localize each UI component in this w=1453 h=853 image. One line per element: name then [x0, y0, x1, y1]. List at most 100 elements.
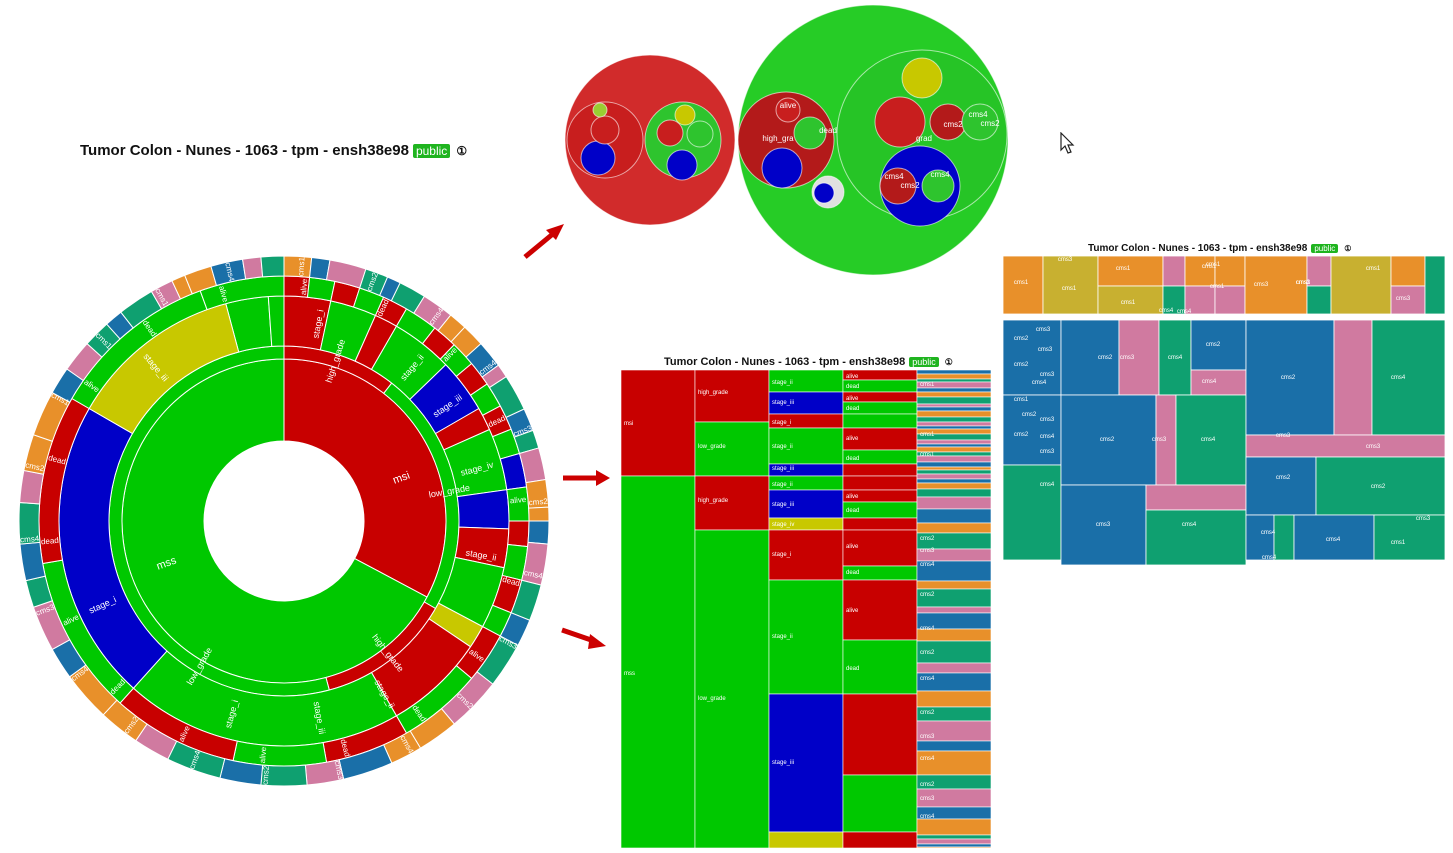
tm-m-8[interactable] — [1060, 394, 1157, 486]
tm-top-1[interactable] — [1042, 256, 1099, 315]
tm-top-0[interactable] — [1003, 256, 1044, 315]
bubble-mss-b5[interactable] — [961, 103, 999, 141]
icicle-l5-28[interactable] — [916, 508, 992, 524]
icicle-l5-27[interactable] — [916, 496, 992, 510]
icicle-l5-41[interactable] — [916, 690, 992, 708]
bubble-msi-a1[interactable] — [580, 140, 616, 176]
tm-m-16[interactable] — [1371, 319, 1445, 436]
tm-m-7[interactable] — [1190, 369, 1247, 396]
tm-top-7[interactable] — [1184, 285, 1216, 315]
tm-m-0[interactable] — [1003, 319, 1062, 396]
icicle-l3-10[interactable] — [768, 693, 844, 833]
icicle-l3-9[interactable] — [768, 579, 844, 695]
tm-m-2[interactable] — [1003, 464, 1062, 561]
bubble-mss-a1[interactable] — [761, 147, 803, 189]
sunburst-cms-17[interactable] — [527, 520, 550, 545]
icicle-l5-20[interactable] — [916, 461, 992, 468]
tm-top-2[interactable] — [1097, 256, 1164, 287]
icicle-chart[interactable]: msi mss high_grade low_grade high_grade low_g… — [621, 370, 993, 850]
icicle-l5-5[interactable] — [916, 391, 992, 398]
icicle-mss-low[interactable] — [694, 529, 770, 849]
tm-m-23[interactable] — [1373, 514, 1445, 561]
icicle-l5-35[interactable] — [916, 606, 992, 614]
sunburst-chart[interactable]: msimsshigh_gradelow_gradehigh_gradelow_g… — [14, 252, 554, 797]
icicle-l3-6[interactable] — [768, 489, 844, 519]
icicle-l4-7[interactable] — [842, 463, 918, 477]
tm-top-16[interactable] — [1424, 256, 1445, 315]
icicle-msi-low[interactable] — [694, 421, 770, 477]
icicle-mss-high[interactable] — [694, 475, 770, 531]
tm-top-12[interactable] — [1306, 285, 1332, 315]
icicle-l4-11[interactable] — [842, 517, 918, 531]
bubble-msi-b3[interactable] — [656, 119, 684, 147]
sunburst-cms-51[interactable] — [260, 255, 285, 278]
icicle-l5-50[interactable] — [916, 834, 992, 840]
tm-m-19[interactable] — [1315, 456, 1445, 516]
tm-m-12[interactable] — [1145, 484, 1247, 511]
icicle-l5-8[interactable] — [916, 406, 992, 412]
icicle-l5-4[interactable] — [916, 387, 992, 393]
tm-top-4[interactable] — [1162, 256, 1186, 287]
icicle-l5-6[interactable] — [916, 396, 992, 405]
tm-top-6[interactable] — [1184, 256, 1216, 287]
icicle-msi-high[interactable] — [694, 370, 770, 423]
icicle-l5-24[interactable] — [916, 478, 992, 484]
bubble-msi-b4[interactable] — [686, 120, 714, 148]
icicle-l3-11[interactable] — [768, 831, 844, 849]
icicle-l4-4[interactable] — [842, 413, 918, 429]
bubble-mss-a2[interactable] — [775, 97, 801, 123]
info-icon[interactable]: ① — [456, 144, 468, 158]
icicle-l5-9[interactable] — [916, 410, 992, 418]
icicle-info-icon[interactable]: ① — [944, 357, 953, 367]
tm-m-11[interactable] — [1060, 484, 1147, 566]
tm-top-14[interactable] — [1390, 256, 1426, 287]
tm-m-3[interactable] — [1060, 319, 1120, 396]
bubble-mss-c1[interactable] — [813, 182, 835, 204]
circle-pack-chart[interactable]: high_graalivedeadcms4cms2cms4cms2cms4cms… — [560, 0, 1020, 285]
icicle-l4-18[interactable] — [842, 831, 918, 849]
tm-m-4[interactable] — [1118, 319, 1160, 396]
icicle-l5-23[interactable] — [916, 473, 992, 480]
icicle-l3-8[interactable] — [768, 529, 844, 581]
icicle-l5-51[interactable] — [916, 838, 992, 845]
icicle-l5-21[interactable] — [916, 466, 992, 471]
tm-m-6[interactable] — [1190, 319, 1247, 371]
icicle-l5-1[interactable] — [916, 373, 992, 380]
tm-m-13[interactable] — [1145, 509, 1247, 566]
sunburst-outcome-14[interactable] — [507, 520, 530, 548]
icicle-l4-12[interactable] — [842, 529, 918, 567]
sunburst-cms-16[interactable] — [528, 506, 550, 522]
icicle-msi[interactable] — [621, 370, 696, 477]
icicle-l4-17[interactable] — [842, 774, 918, 833]
tm-m-22[interactable] — [1293, 514, 1375, 561]
bubble-msi-a3[interactable] — [592, 102, 608, 118]
sunburst-cms-50[interactable] — [241, 256, 264, 280]
bubble-mss-b4[interactable] — [901, 57, 943, 99]
icicle-l5-10[interactable] — [916, 416, 992, 423]
icicle-l5-44[interactable] — [916, 740, 992, 752]
tm-top-11[interactable] — [1306, 256, 1332, 287]
tm-m-15[interactable] — [1333, 319, 1373, 436]
sunburst-cms-38[interactable] — [19, 469, 45, 505]
bubble-msi-b2[interactable] — [674, 104, 696, 126]
treemap-info-icon[interactable]: ① — [1344, 244, 1352, 253]
icicle-l4-14[interactable] — [842, 579, 918, 641]
tm-top-8[interactable] — [1214, 256, 1246, 287]
icicle-l4-8[interactable] — [842, 475, 918, 491]
bubble-mss-b7[interactable] — [921, 169, 955, 203]
icicle-l3-3[interactable] — [768, 427, 844, 465]
icicle-l4-15[interactable] — [842, 639, 918, 695]
icicle-l5-12[interactable] — [916, 425, 992, 430]
icicle-l5-49[interactable] — [916, 818, 992, 836]
icicle-l5-52[interactable] — [916, 843, 992, 848]
icicle-l5-53[interactable] — [916, 846, 992, 849]
bubble-mss-b6[interactable] — [879, 167, 917, 205]
bubble-msi-a2[interactable] — [590, 115, 620, 145]
icicle-l5-15[interactable] — [916, 439, 992, 445]
icicle-l5-0[interactable] — [916, 370, 992, 375]
icicle-l5-16[interactable] — [916, 443, 992, 448]
bubble-msi-b1[interactable] — [666, 149, 698, 181]
icicle-l4-16[interactable] — [842, 693, 918, 776]
sunburst-stage-7[interactable] — [456, 489, 510, 530]
tm-top-13[interactable] — [1330, 256, 1392, 315]
